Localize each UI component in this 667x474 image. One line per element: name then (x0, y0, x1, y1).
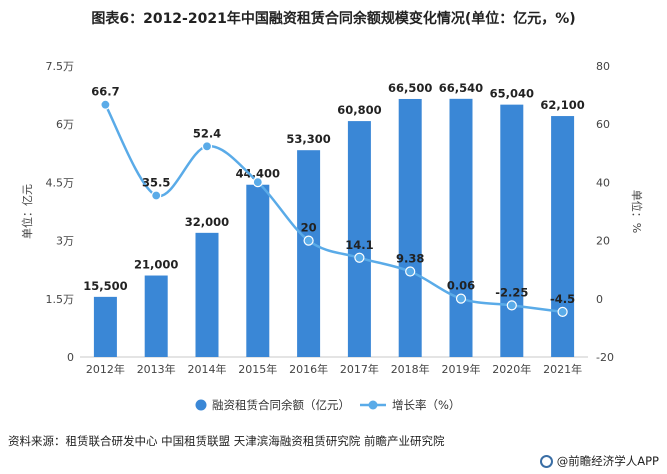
x-tick-label: 2016年 (289, 362, 328, 376)
bar-value-label: 60,800 (337, 103, 381, 117)
legend-line-dot (368, 400, 378, 410)
growth-rate-point (100, 99, 111, 110)
growth-rate-label: -4.5 (550, 292, 575, 306)
growth-rate-label: 66.7 (91, 85, 119, 99)
axes: 0 1.5万 3万 4.5万 6万 7.5万 -20 0 20 40 60 80 2012年 2013年 2… (20, 60, 644, 376)
growth-rate-label: 35.5 (142, 175, 170, 189)
growth-rate-label: 9.38 (396, 252, 424, 266)
x-tick-label: 2014年 (188, 362, 227, 376)
growth-rate-label: 20 (301, 221, 317, 235)
growth-rate-point (201, 141, 213, 152)
y-left-tick-label: 4.5万 (46, 176, 75, 189)
growth-rate-point (151, 190, 162, 201)
line-series: 66.7 35.5 52.4 20 14.1 9.38 0.06 -2.25 -4.5 (91, 85, 575, 317)
growth-rate-point (303, 235, 314, 246)
y-right-tick-label: 40 (596, 176, 610, 189)
y-right-axis-title: 单位：% (630, 190, 644, 233)
x-tick-label: 2021年 (543, 362, 582, 376)
bar (449, 98, 473, 357)
growth-rate-point (405, 266, 416, 277)
growth-rate-point (506, 300, 517, 311)
growth-rate-point (455, 293, 467, 304)
y-left-axis-title: 单位：亿元 (20, 184, 34, 239)
bar-value-label: 66,500 (388, 81, 432, 95)
bar-value-label: 66,540 (439, 81, 483, 95)
bar (195, 232, 219, 357)
growth-rate-point (557, 306, 568, 317)
x-tick-label: 2018年 (391, 362, 430, 376)
growth-rate-label: 14.1 (345, 238, 373, 252)
growth-rate-label: 0.06 (447, 279, 475, 293)
growth-rate-point (252, 177, 263, 188)
brand-footer: @前瞻经济学人APP (539, 453, 659, 469)
bar-value-label: 32,000 (185, 215, 229, 229)
y-right-tick-label: 20 (596, 235, 610, 248)
y-left-tick-label: 1.5万 (46, 293, 75, 306)
bar-value-label: 53,300 (286, 132, 330, 146)
bar (297, 150, 321, 357)
bar (551, 116, 575, 357)
bar (246, 184, 270, 357)
growth-rate-label: 52.4 (193, 126, 221, 140)
x-tick-label: 2013年 (137, 362, 176, 376)
x-tick-label: 2012年 (86, 362, 125, 376)
legend-bar-label: 融资租赁合同余额（亿元） (212, 398, 350, 412)
bar (144, 275, 168, 357)
bar (347, 121, 371, 357)
y-right-tick-label: -20 (596, 351, 614, 364)
growth-rate-line (104, 104, 563, 314)
growth-rate-label: -2.25 (495, 285, 528, 299)
bar (398, 98, 422, 357)
brand-label: @前瞻经济学人APP (556, 454, 659, 468)
brand-logo-icon (539, 454, 553, 468)
growth-rate-point (354, 252, 365, 263)
bar-value-label: 65,040 (490, 87, 534, 101)
y-right-tick-label: 0 (596, 293, 603, 306)
bar-value-label: 15,500 (83, 279, 127, 293)
bar-value-label: 62,100 (540, 98, 584, 112)
y-left-tick-label: 0 (67, 351, 74, 364)
x-tick-label: 2019年 (442, 362, 481, 376)
y-left-tick-label: 6万 (56, 118, 74, 131)
y-right-tick-label: 80 (596, 60, 610, 73)
chart-title: 图表6：2012-2021年中国融资租赁合同余额规模变化情况(单位：亿元，%) (91, 11, 576, 27)
source-note: 资料来源：租赁联合研发中心 中国租赁联盟 天津滨海融资租赁研究院 前瞻产业研究院 (8, 434, 445, 448)
x-tick-label: 2015年 (238, 362, 277, 376)
bar (93, 296, 117, 357)
x-tick-label: 2017年 (340, 362, 379, 376)
legend-bar-marker (195, 399, 207, 411)
legend: 融资租赁合同余额（亿元） 增长率（%） (195, 398, 460, 412)
bar (500, 104, 524, 357)
y-left-tick-label: 3万 (56, 235, 74, 248)
y-right-tick-label: 60 (596, 118, 610, 131)
bar-value-label: 21,000 (134, 258, 178, 272)
x-tick-label: 2020年 (492, 362, 531, 376)
y-left-tick-label: 7.5万 (46, 60, 75, 73)
legend-line-label: 增长率（%） (392, 398, 460, 412)
bar-series: 15,50021,00032,00044,40053,30060,80066,5… (83, 81, 585, 357)
